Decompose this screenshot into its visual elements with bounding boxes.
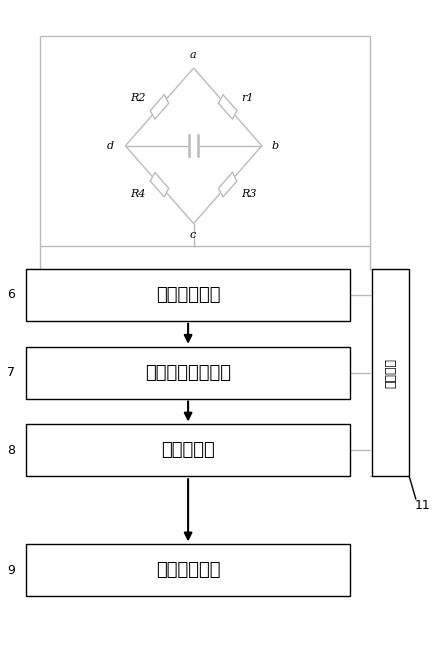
Text: 9: 9 <box>7 564 15 577</box>
Text: b: b <box>272 141 279 151</box>
Text: 信号滤波放大处理: 信号滤波放大处理 <box>145 364 231 382</box>
Text: 7: 7 <box>7 366 15 379</box>
Text: d: d <box>107 141 114 151</box>
Text: 8: 8 <box>7 444 15 457</box>
Bar <box>26 424 350 476</box>
Bar <box>26 269 350 321</box>
Bar <box>372 269 409 476</box>
Text: 输出显示存储: 输出显示存储 <box>156 561 220 579</box>
Text: 6: 6 <box>7 288 15 301</box>
Bar <box>26 347 350 399</box>
Bar <box>26 544 350 596</box>
Text: R4: R4 <box>131 189 146 200</box>
Text: 电源电路: 电源电路 <box>384 358 397 388</box>
Text: c: c <box>190 229 196 240</box>
Polygon shape <box>150 95 169 119</box>
Text: r1: r1 <box>241 93 253 104</box>
Text: 信号输入处理: 信号输入处理 <box>156 286 220 304</box>
Bar <box>40 36 370 246</box>
Polygon shape <box>150 172 169 197</box>
Polygon shape <box>219 172 237 197</box>
Polygon shape <box>219 95 237 119</box>
Text: a: a <box>189 50 196 60</box>
Text: R3: R3 <box>241 189 257 200</box>
Text: R2: R2 <box>131 93 146 104</box>
Text: 模数转换器: 模数转换器 <box>161 441 215 459</box>
Text: 11: 11 <box>414 499 430 512</box>
